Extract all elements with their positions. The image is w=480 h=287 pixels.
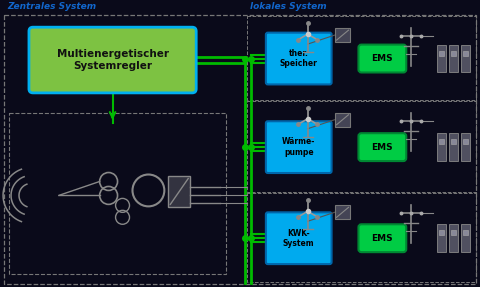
Bar (437, 224, 446, 252)
Bar (168, 176, 190, 208)
Bar (449, 44, 458, 73)
Bar (9, 113, 226, 274)
Bar (439, 230, 444, 235)
Text: EMS: EMS (372, 234, 393, 243)
Text: Multienergetischer
Systemregler: Multienergetischer Systemregler (57, 49, 168, 71)
Bar (437, 133, 446, 161)
Text: KWK-
System: KWK- System (283, 228, 314, 248)
Bar (247, 16, 476, 100)
Text: EMS: EMS (372, 54, 393, 63)
Bar (461, 224, 470, 252)
Bar (463, 139, 468, 144)
Bar (437, 44, 446, 73)
Text: Wärme-
pumpe: Wärme- pumpe (282, 137, 315, 157)
FancyBboxPatch shape (359, 44, 406, 73)
Bar (451, 139, 456, 144)
Bar (335, 113, 350, 127)
FancyBboxPatch shape (29, 27, 196, 93)
Bar (335, 28, 350, 42)
FancyBboxPatch shape (359, 133, 406, 161)
FancyBboxPatch shape (266, 33, 332, 84)
Bar (439, 51, 444, 56)
Text: lokales System: lokales System (250, 2, 326, 11)
Bar (449, 224, 458, 252)
Bar (247, 101, 476, 192)
Bar (451, 230, 456, 235)
Text: Zentrales System: Zentrales System (7, 2, 96, 11)
Bar (461, 133, 470, 161)
Bar (451, 51, 456, 56)
Bar (463, 230, 468, 235)
FancyBboxPatch shape (359, 224, 406, 252)
Bar (463, 51, 468, 56)
FancyBboxPatch shape (266, 121, 332, 173)
Bar (247, 193, 476, 282)
Bar (335, 205, 350, 219)
FancyBboxPatch shape (266, 212, 332, 264)
Text: EMS: EMS (372, 143, 393, 152)
Bar (439, 139, 444, 144)
Text: ther.
Speicher: ther. Speicher (280, 49, 318, 68)
Bar (461, 44, 470, 73)
Bar (449, 133, 458, 161)
